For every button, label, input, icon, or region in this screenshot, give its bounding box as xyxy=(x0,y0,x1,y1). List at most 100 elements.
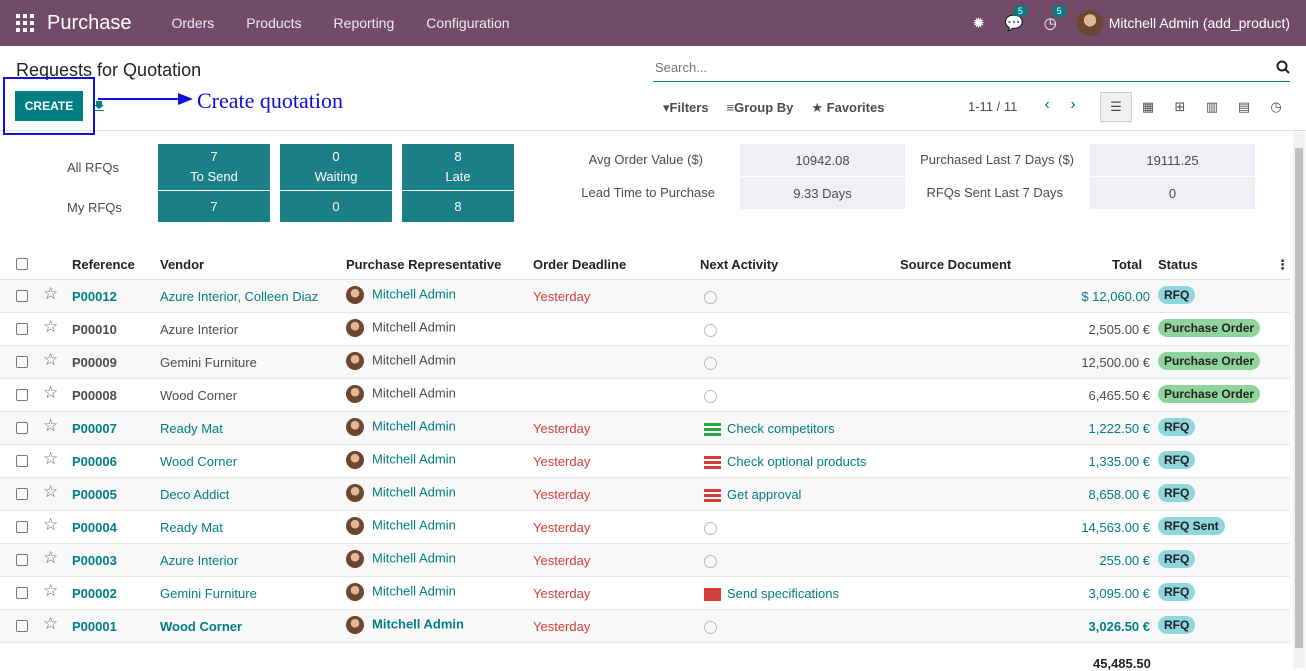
kanban-view-icon[interactable]: ▦ xyxy=(1141,99,1155,114)
calendar-view-icon[interactable]: ▤ xyxy=(1237,99,1251,114)
reference-cell[interactable]: P00008 xyxy=(72,388,117,403)
clock-icon xyxy=(704,291,717,304)
activity-cell[interactable] xyxy=(704,520,717,536)
menu-orders[interactable]: Orders xyxy=(171,15,215,31)
create-button[interactable]: CREATE xyxy=(15,91,83,121)
star-icon[interactable]: ☆ xyxy=(43,548,59,567)
user-menu[interactable]: Mitchell Admin (add_product) xyxy=(1076,10,1290,36)
menu-products[interactable]: Products xyxy=(246,15,302,31)
menu-reporting[interactable]: Reporting xyxy=(333,15,395,31)
reference-cell[interactable]: P00002 xyxy=(72,586,117,601)
table-row[interactable]: ☆ P00006 Wood Corner Mitchell Admin Yesterda… xyxy=(0,445,1290,478)
filters-button[interactable]: ▾Filters xyxy=(663,100,709,115)
col-total[interactable]: Total xyxy=(1112,257,1143,272)
table-row[interactable]: ☆ P00002 Gemini Furniture Mitchell Admin Yes… xyxy=(0,577,1290,610)
row-checkbox[interactable] xyxy=(16,422,28,434)
row-checkbox[interactable] xyxy=(16,488,28,500)
apps-menu-icon[interactable] xyxy=(16,14,34,32)
activity-cell[interactable] xyxy=(704,355,717,371)
status-badge: RFQ xyxy=(1158,616,1196,634)
pager-previous-icon[interactable]: ‹ xyxy=(1044,96,1050,113)
star-icon[interactable]: ☆ xyxy=(43,350,59,369)
activity-cell[interactable] xyxy=(704,553,717,569)
pager-next-icon[interactable]: › xyxy=(1070,96,1076,113)
star-icon[interactable]: ☆ xyxy=(43,284,59,303)
col-status[interactable]: Status xyxy=(1158,257,1198,272)
col-reference[interactable]: Reference xyxy=(72,257,135,272)
col-rep[interactable]: Purchase Representative xyxy=(346,257,502,272)
star-icon[interactable]: ☆ xyxy=(43,515,59,534)
col-activity[interactable]: Next Activity xyxy=(700,257,779,272)
activity-cell[interactable]: Check optional products xyxy=(704,454,866,470)
activity-view-icon[interactable]: ◷ xyxy=(1270,99,1282,114)
row-checkbox[interactable] xyxy=(16,455,28,467)
table-row[interactable]: ☆ P00001 Wood Corner Mitchell Admin Yesterda… xyxy=(0,610,1290,643)
table-row[interactable]: ☆ P00010 Azure Interior Mitchell Admin 2,505… xyxy=(0,313,1290,346)
pivot-view-icon[interactable]: ⊞ xyxy=(1174,99,1186,114)
chat-icon[interactable]: 💬 5 xyxy=(1005,5,1027,32)
activity-cell[interactable] xyxy=(704,388,717,404)
activity-cell[interactable] xyxy=(704,619,717,635)
table-row[interactable]: ☆ P00012 Azure Interior, Colleen Diaz Mitch… xyxy=(0,280,1290,313)
reference-cell[interactable]: P00007 xyxy=(72,421,117,436)
table-row[interactable]: ☆ P00004 Ready Mat Mitchell Admin Yesterday 1… xyxy=(0,511,1290,544)
search-input[interactable] xyxy=(653,56,1253,79)
list-view-icon[interactable]: ☰ xyxy=(1100,92,1132,122)
activity-cell[interactable] xyxy=(704,289,717,305)
table-row[interactable]: ☆ P00009 Gemini Furniture Mitchell Admin 12,… xyxy=(0,346,1290,379)
activity-cell[interactable] xyxy=(704,322,717,338)
row-checkbox[interactable] xyxy=(16,554,28,566)
favorites-button[interactable]: ★ Favorites xyxy=(811,100,885,115)
reference-cell[interactable]: P00010 xyxy=(72,322,117,337)
col-deadline[interactable]: Order Deadline xyxy=(533,257,627,272)
row-checkbox[interactable] xyxy=(16,587,28,599)
star-icon[interactable]: ☆ xyxy=(43,416,59,435)
activity-icon[interactable]: ◷ 5 xyxy=(1044,5,1066,32)
search-icon[interactable] xyxy=(1276,60,1290,74)
graph-view-icon[interactable]: ▥ xyxy=(1205,99,1219,114)
star-icon[interactable]: ☆ xyxy=(43,317,59,336)
row-checkbox[interactable] xyxy=(16,620,28,632)
reference-cell[interactable]: P00001 xyxy=(72,619,117,634)
activity-cell[interactable]: Send specifications xyxy=(704,586,839,602)
reference-cell[interactable]: P00012 xyxy=(72,289,117,304)
col-vendor[interactable]: Vendor xyxy=(160,257,205,272)
group-by-button[interactable]: ≡Group By xyxy=(726,100,794,115)
app-title[interactable]: Purchase xyxy=(47,11,132,34)
table-row[interactable]: ☆ P00005 Deco Addict Mitchell Admin Yesterda… xyxy=(0,478,1290,511)
my-to-send-tile[interactable]: 7 xyxy=(158,191,270,222)
table-row[interactable]: ☆ P00007 Ready Mat Mitchell Admin Yesterday C… xyxy=(0,412,1290,445)
column-options-icon[interactable]: ⋮ xyxy=(1276,257,1289,272)
to-send-tile[interactable]: 7 To Send xyxy=(158,144,270,190)
pager-value[interactable]: 1-11 / 11 xyxy=(968,99,1018,114)
scrollbar[interactable] xyxy=(1293,132,1305,668)
reference-cell[interactable]: P00005 xyxy=(72,487,117,502)
waiting-tile[interactable]: 0 Waiting xyxy=(280,144,392,190)
reference-cell[interactable]: P00006 xyxy=(72,454,117,469)
reference-cell[interactable]: P00004 xyxy=(72,520,117,535)
late-tile[interactable]: 8 Late xyxy=(402,144,514,190)
reference-cell[interactable]: P00009 xyxy=(72,355,117,370)
my-late-tile[interactable]: 8 xyxy=(402,191,514,222)
download-icon[interactable] xyxy=(94,101,104,111)
my-waiting-tile[interactable]: 0 xyxy=(280,191,392,222)
activity-cell[interactable]: Check competitors xyxy=(704,421,835,437)
row-checkbox[interactable] xyxy=(16,521,28,533)
star-icon[interactable]: ☆ xyxy=(43,383,59,402)
row-checkbox[interactable] xyxy=(16,290,28,302)
select-all-checkbox[interactable] xyxy=(16,258,28,270)
bug-icon[interactable]: ✹ xyxy=(972,15,985,32)
star-icon[interactable]: ☆ xyxy=(43,614,59,633)
star-icon[interactable]: ☆ xyxy=(43,482,59,501)
table-row[interactable]: ☆ P00003 Azure Interior Mitchell Admin Yeste… xyxy=(0,544,1290,577)
row-checkbox[interactable] xyxy=(16,389,28,401)
table-row[interactable]: ☆ P00008 Wood Corner Mitchell Admin 6,465.50… xyxy=(0,379,1290,412)
col-source[interactable]: Source Document xyxy=(900,257,1012,272)
star-icon[interactable]: ☆ xyxy=(43,581,59,600)
star-icon[interactable]: ☆ xyxy=(43,449,59,468)
row-checkbox[interactable] xyxy=(16,323,28,335)
reference-cell[interactable]: P00003 xyxy=(72,553,117,568)
activity-cell[interactable]: Get approval xyxy=(704,487,801,503)
menu-configuration[interactable]: Configuration xyxy=(426,15,510,31)
row-checkbox[interactable] xyxy=(16,356,28,368)
